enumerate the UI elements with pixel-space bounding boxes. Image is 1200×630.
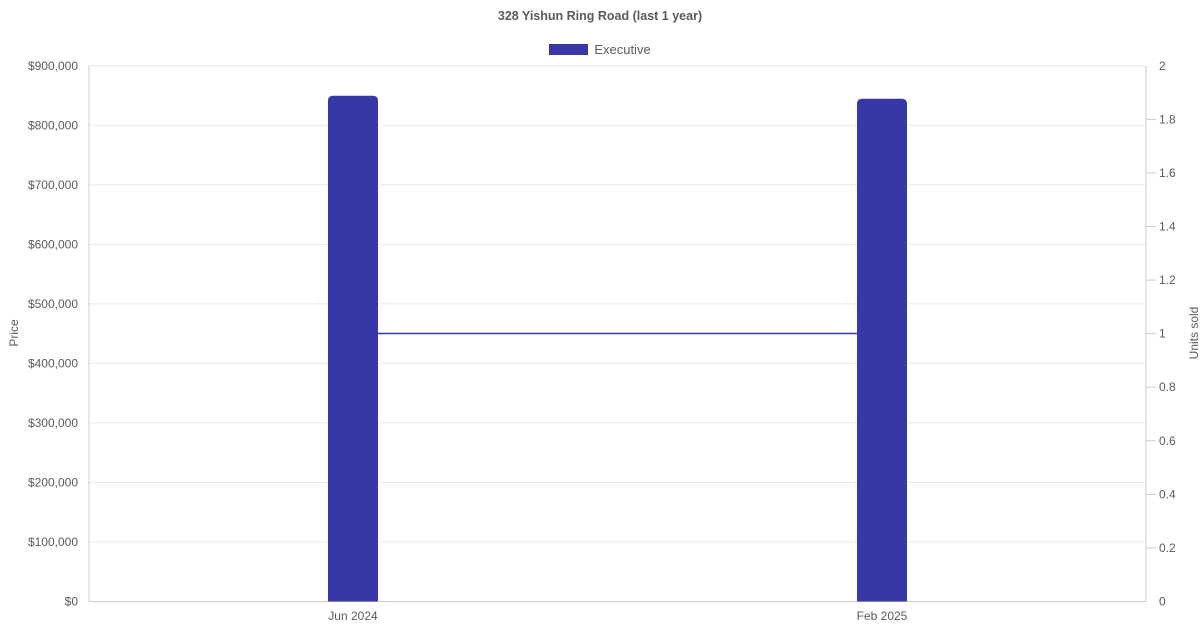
svg-text:2: 2 xyxy=(1159,59,1166,73)
svg-text:Feb 2025: Feb 2025 xyxy=(857,609,908,623)
svg-text:$900,000: $900,000 xyxy=(28,59,78,73)
svg-text:1.4: 1.4 xyxy=(1159,220,1176,234)
svg-text:$0: $0 xyxy=(65,595,79,609)
svg-text:0: 0 xyxy=(1159,595,1166,609)
svg-text:$300,000: $300,000 xyxy=(28,416,78,430)
svg-text:$400,000: $400,000 xyxy=(28,356,78,370)
svg-text:1.8: 1.8 xyxy=(1159,112,1176,126)
svg-text:1.6: 1.6 xyxy=(1159,166,1176,180)
svg-text:$800,000: $800,000 xyxy=(28,118,78,132)
svg-text:Price: Price xyxy=(7,319,21,347)
svg-text:$700,000: $700,000 xyxy=(28,178,78,192)
svg-text:0.6: 0.6 xyxy=(1159,434,1176,448)
svg-text:Jun 2024: Jun 2024 xyxy=(328,609,378,623)
svg-text:$600,000: $600,000 xyxy=(28,237,78,251)
svg-text:$200,000: $200,000 xyxy=(28,476,78,490)
svg-text:$500,000: $500,000 xyxy=(28,297,78,311)
svg-text:1: 1 xyxy=(1159,327,1166,341)
svg-text:0.4: 0.4 xyxy=(1159,487,1176,501)
svg-text:$100,000: $100,000 xyxy=(28,535,78,549)
svg-text:Units sold: Units sold xyxy=(1187,307,1200,360)
svg-text:0.2: 0.2 xyxy=(1159,541,1176,555)
svg-text:0.8: 0.8 xyxy=(1159,380,1176,394)
svg-text:1.2: 1.2 xyxy=(1159,273,1176,287)
